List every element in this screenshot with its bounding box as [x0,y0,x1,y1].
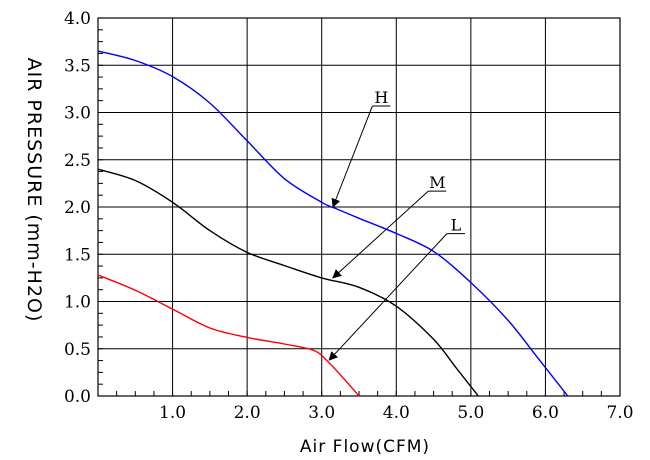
x-tick-label: 2.0 [234,403,261,423]
series-line-l [97,274,360,397]
callout-label-h: H [374,88,388,107]
y-tick-label: 2.0 [64,198,91,218]
callout-label-m: M [429,173,445,192]
callout-arrow-l [328,233,448,361]
y-tick-label: 2.5 [64,151,91,171]
x-tick-label: 4.0 [383,403,410,423]
series-lines [97,50,569,397]
grid [97,17,621,397]
x-tick-labels: 1.0 2.0 3.0 4.0 5.0 6.0 7.0 [159,403,633,423]
y-tick-labels: 0.0 0.5 1.0 1.5 2.0 2.5 3.0 3.5 4.0 [64,9,91,407]
x-tick-label: 6.0 [532,403,559,423]
x-tick-label: 5.0 [457,403,484,423]
x-tick-label: 7.0 [606,403,633,423]
y-tick-label: 1.0 [64,293,91,313]
y-axis-label: AIR PRESSURE (mm-H2O) [23,58,45,323]
x-axis-label: Air Flow(CFM) [300,437,430,457]
callout-arrow-h [331,105,373,208]
y-tick-label: 4.0 [64,9,91,29]
y-tick-label: 0.5 [64,340,91,360]
callout-arrow-m [332,190,429,279]
y-tick-label: 1.5 [64,245,91,265]
series-line-m [97,168,479,397]
callout-label-l: L [451,216,462,235]
x-tick-label: 3.0 [308,403,335,423]
y-tick-label: 3.5 [64,56,91,76]
x-tick-label: 1.0 [159,403,186,423]
y-tick-label: 0.0 [64,387,91,407]
y-tick-label: 3.0 [64,104,91,124]
series-line-h [97,50,569,397]
annotations: H M L [328,88,465,361]
